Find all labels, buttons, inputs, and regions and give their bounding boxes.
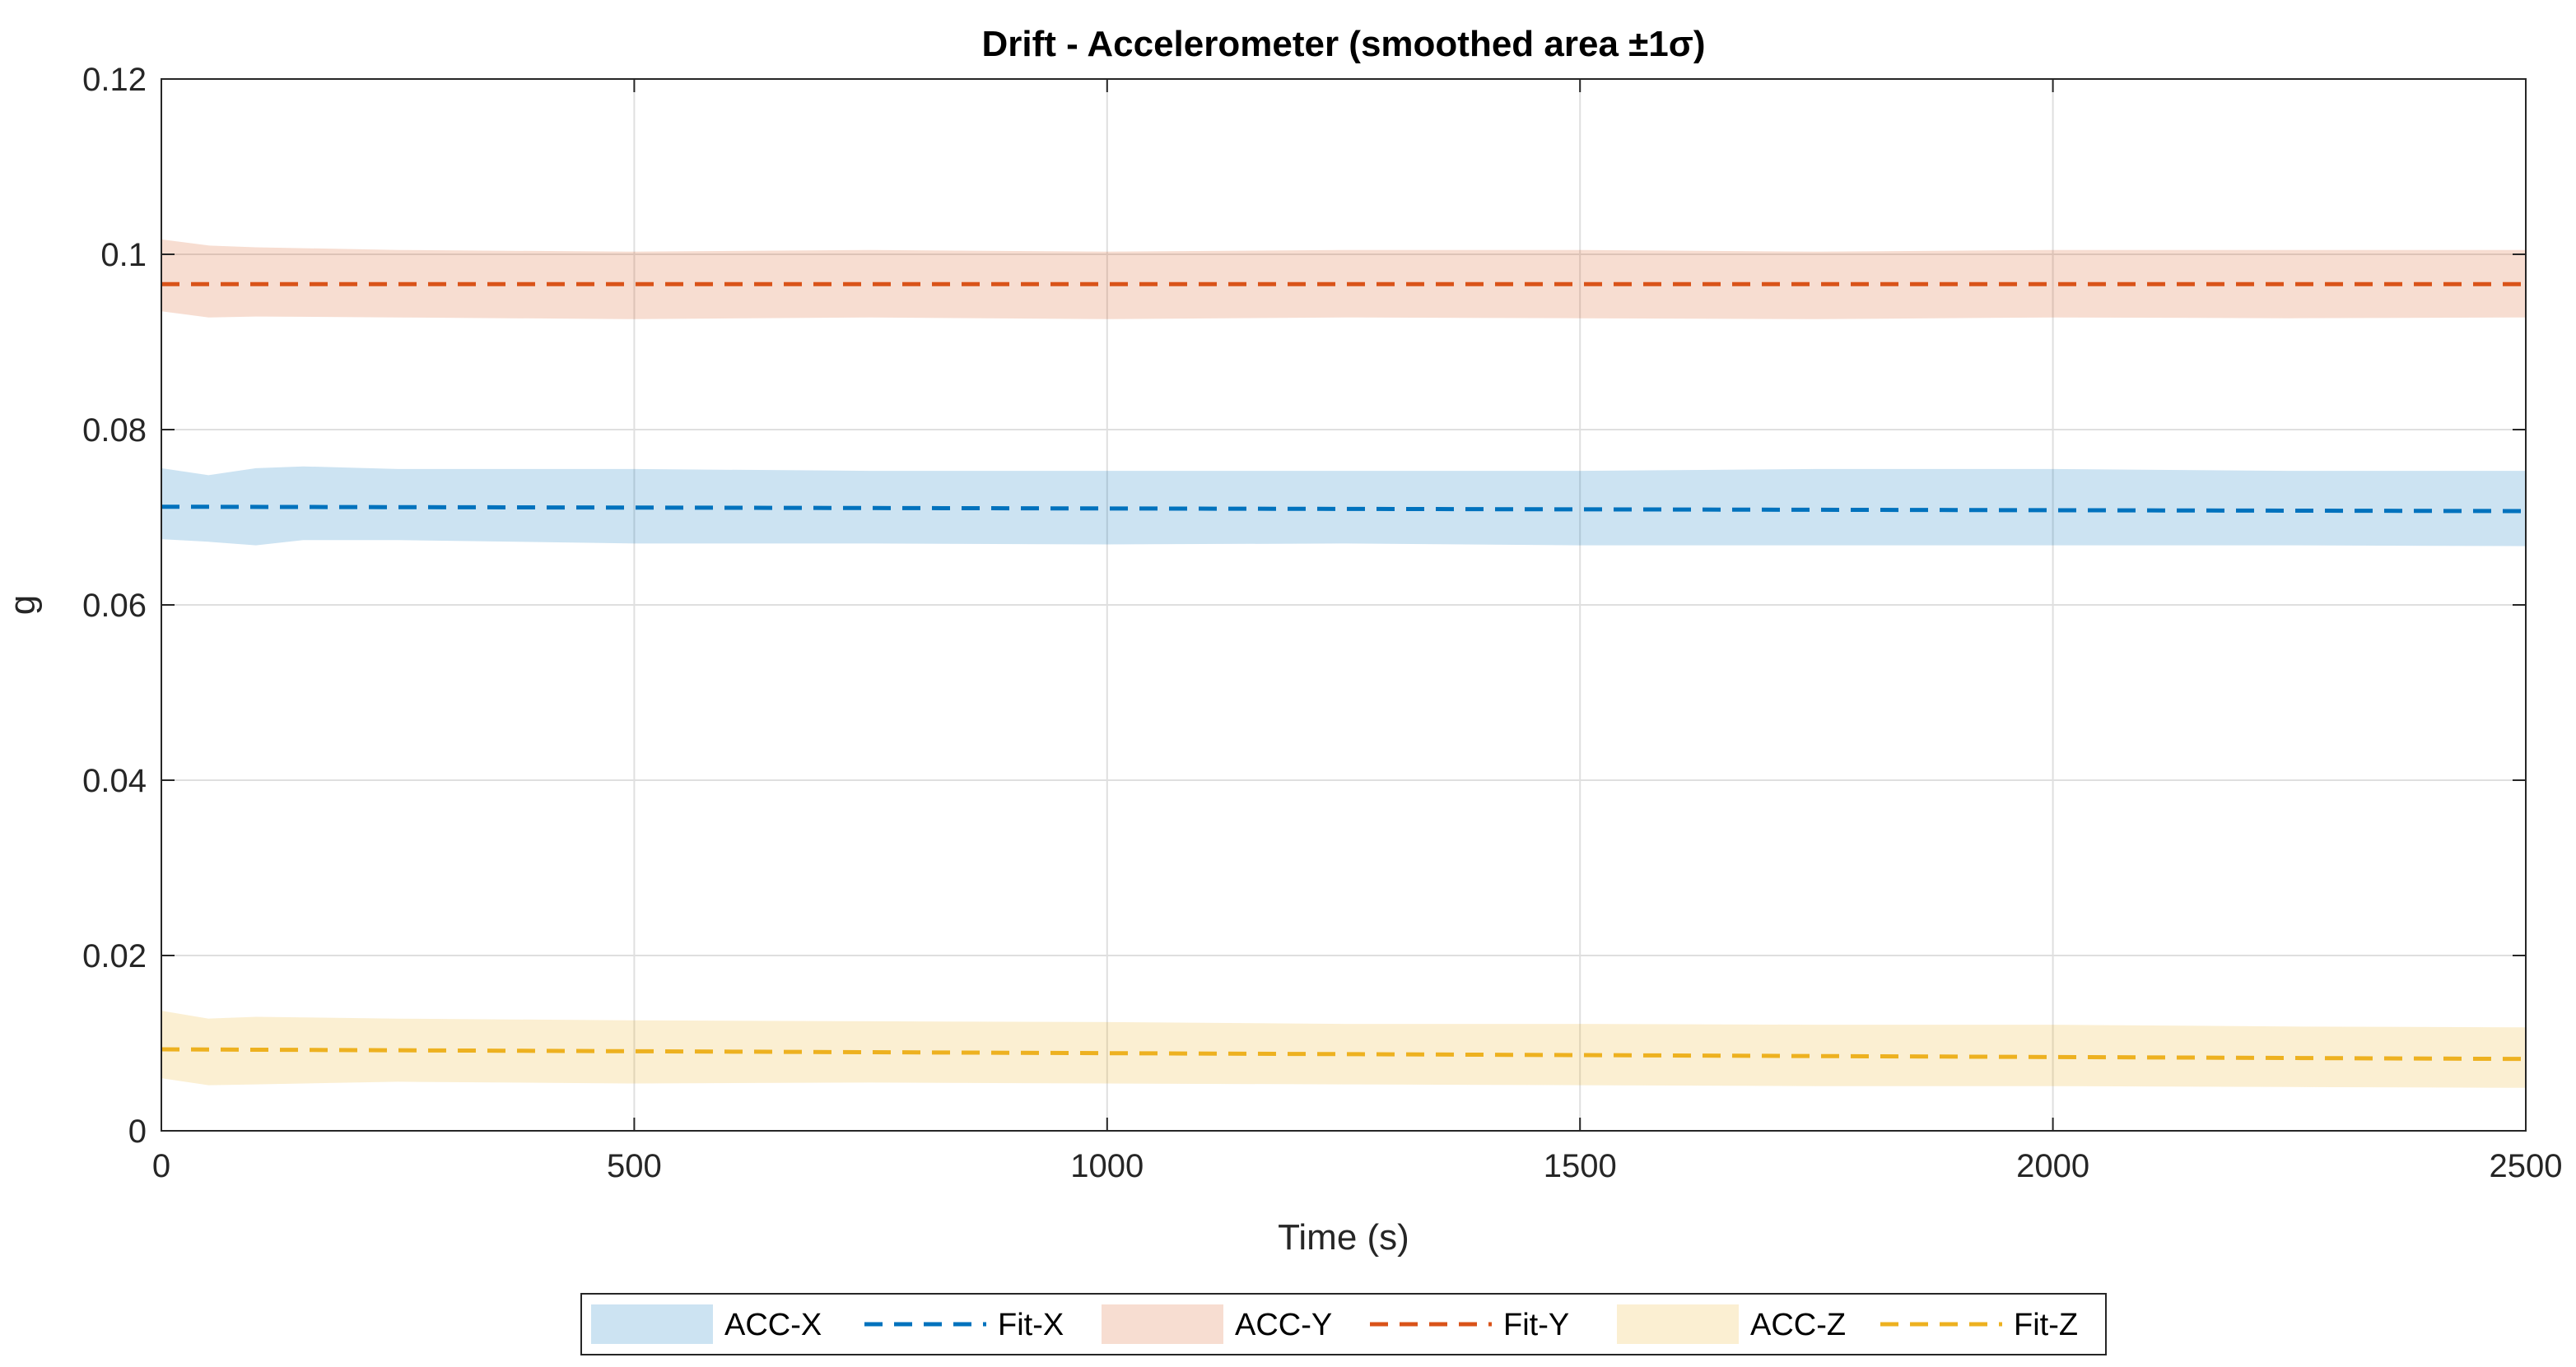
y-tick-label: 0.04 [82, 763, 147, 799]
legend-label-acc-x: ACC-X [724, 1308, 822, 1342]
y-tick-label: 0.08 [82, 412, 147, 449]
legend-label-fit-x: Fit-X [998, 1308, 1064, 1342]
x-tick-label: 2000 [2016, 1148, 2089, 1184]
fit-lines [161, 281, 2527, 1062]
y-tick-label: 0.12 [82, 62, 147, 98]
y-tick-label: 0.1 [100, 237, 147, 273]
x-axis-label: Time (s) [1278, 1217, 1409, 1258]
grid [161, 79, 2526, 1131]
confidence-bands [161, 239, 2526, 1088]
chart-title: Drift - Accelerometer (smoothed area ±1σ… [981, 24, 1705, 64]
x-tick-label: 1500 [1544, 1148, 1617, 1184]
band-acc-z [161, 1011, 2526, 1088]
x-tick-label: 0 [152, 1148, 170, 1184]
legend-swatch-acc-y [1102, 1304, 1223, 1344]
axis-ticks: 0 500 1000 1500 2000 2500 0 0.02 0.04 0.06 0.08 0.1… [82, 62, 2562, 1184]
legend-label-fit-z: Fit-Z [2014, 1308, 2078, 1342]
band-acc-x [161, 466, 2526, 546]
legend: ACC-X Fit-X ACC-Y Fit-Y ACC-Z Fit-Z [580, 1293, 2107, 1355]
x-tick-label: 2500 [2490, 1148, 2563, 1184]
y-axis-label: g [2, 595, 43, 615]
legend-box [580, 1293, 2107, 1355]
legend-items: ACC-X Fit-X ACC-Y Fit-Y ACC-Z Fit-Z [591, 1304, 2078, 1344]
y-tick-label: 0.06 [82, 588, 147, 624]
y-tick-label: 0 [128, 1114, 147, 1150]
legend-label-acc-y: ACC-Y [1235, 1308, 1332, 1342]
band-acc-y [161, 239, 2526, 319]
legend-label-acc-z: ACC-Z [1750, 1308, 1846, 1342]
fit-line-fit-x [161, 504, 2527, 514]
legend-label-fit-y: Fit-Y [1503, 1308, 1569, 1342]
y-tick-label: 0.02 [82, 938, 147, 974]
x-tick-label: 500 [607, 1148, 662, 1184]
legend-swatch-acc-x [591, 1304, 713, 1344]
x-tick-label: 1000 [1070, 1148, 1144, 1184]
legend-swatch-acc-z [1617, 1304, 1739, 1344]
fit-line-fit-z [161, 1047, 2527, 1062]
